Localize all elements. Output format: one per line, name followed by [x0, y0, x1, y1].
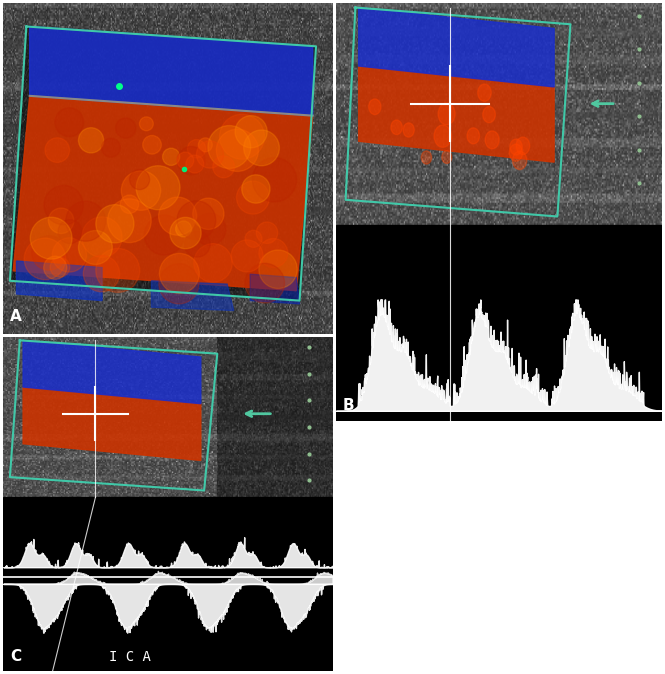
Circle shape — [194, 213, 226, 245]
Text: C: C — [10, 649, 21, 664]
Circle shape — [245, 264, 285, 303]
Circle shape — [32, 236, 66, 270]
Circle shape — [177, 152, 194, 169]
Circle shape — [242, 175, 270, 203]
Circle shape — [477, 84, 491, 101]
Circle shape — [140, 117, 154, 131]
Circle shape — [83, 255, 120, 292]
Circle shape — [213, 156, 235, 178]
Circle shape — [259, 239, 288, 268]
Polygon shape — [23, 340, 201, 404]
Polygon shape — [30, 26, 313, 116]
Circle shape — [24, 238, 66, 280]
Circle shape — [136, 166, 180, 210]
Circle shape — [485, 131, 499, 149]
Circle shape — [219, 114, 265, 159]
Circle shape — [186, 155, 203, 173]
Circle shape — [208, 125, 251, 168]
Circle shape — [96, 249, 140, 293]
Circle shape — [483, 106, 495, 123]
Circle shape — [121, 171, 161, 210]
Polygon shape — [3, 497, 332, 671]
Circle shape — [422, 151, 432, 164]
Circle shape — [442, 150, 452, 164]
Circle shape — [58, 220, 82, 243]
Polygon shape — [17, 261, 102, 301]
Circle shape — [198, 138, 212, 152]
Circle shape — [78, 127, 104, 153]
Circle shape — [49, 208, 74, 233]
Polygon shape — [250, 274, 299, 304]
Circle shape — [184, 231, 210, 257]
Circle shape — [158, 197, 197, 235]
Circle shape — [216, 129, 259, 171]
Polygon shape — [13, 96, 313, 290]
Text: B: B — [342, 398, 354, 413]
Circle shape — [162, 148, 180, 165]
Polygon shape — [10, 26, 316, 301]
Circle shape — [188, 140, 205, 158]
Circle shape — [235, 116, 267, 148]
Circle shape — [130, 170, 150, 189]
Circle shape — [438, 103, 455, 125]
Circle shape — [159, 264, 199, 304]
Circle shape — [194, 243, 232, 282]
Circle shape — [259, 250, 297, 288]
Circle shape — [256, 222, 278, 243]
Circle shape — [177, 201, 215, 240]
Circle shape — [82, 217, 122, 257]
Circle shape — [176, 221, 192, 237]
Polygon shape — [336, 225, 662, 421]
Circle shape — [44, 256, 66, 279]
Circle shape — [467, 128, 479, 144]
Circle shape — [66, 201, 106, 241]
Circle shape — [252, 158, 297, 202]
Text: A: A — [10, 309, 22, 324]
Circle shape — [102, 138, 120, 157]
Circle shape — [193, 198, 224, 229]
Circle shape — [78, 231, 112, 264]
Polygon shape — [358, 7, 554, 87]
Circle shape — [120, 195, 139, 214]
Circle shape — [50, 257, 70, 277]
Polygon shape — [152, 281, 234, 311]
Circle shape — [177, 146, 205, 175]
Circle shape — [30, 217, 72, 259]
Circle shape — [96, 205, 134, 243]
Circle shape — [160, 253, 200, 293]
Circle shape — [434, 125, 452, 148]
Circle shape — [144, 215, 184, 255]
Polygon shape — [358, 66, 554, 162]
Circle shape — [513, 151, 527, 170]
Circle shape — [516, 137, 530, 154]
Circle shape — [53, 238, 86, 272]
Circle shape — [55, 108, 84, 137]
Circle shape — [237, 181, 269, 214]
Circle shape — [391, 120, 402, 135]
Text: I C A: I C A — [108, 650, 150, 664]
Circle shape — [170, 217, 201, 249]
Circle shape — [245, 231, 262, 247]
Circle shape — [143, 135, 162, 154]
Circle shape — [108, 199, 151, 243]
Circle shape — [231, 240, 263, 272]
Circle shape — [368, 99, 381, 115]
Polygon shape — [23, 387, 201, 460]
Circle shape — [44, 185, 83, 225]
Circle shape — [116, 118, 136, 138]
Circle shape — [403, 123, 414, 137]
Circle shape — [509, 144, 523, 161]
Circle shape — [45, 137, 70, 162]
Circle shape — [243, 130, 279, 166]
Circle shape — [196, 141, 223, 168]
Circle shape — [510, 139, 522, 155]
